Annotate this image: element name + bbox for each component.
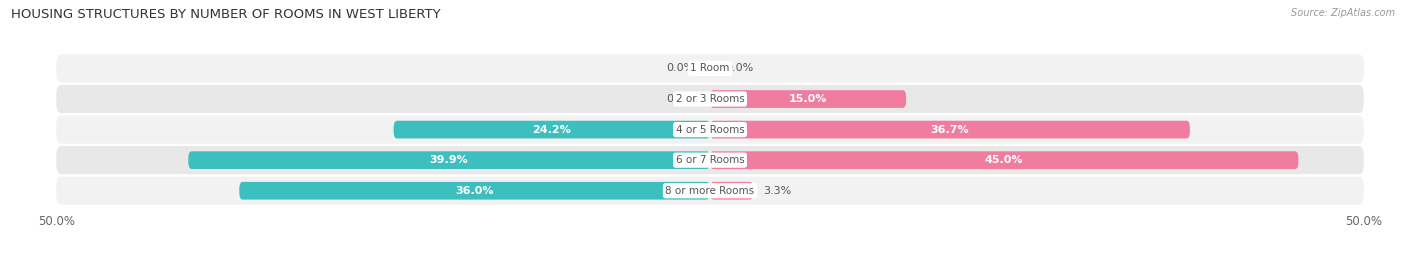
- Text: 1 Room: 1 Room: [690, 63, 730, 73]
- Text: 24.2%: 24.2%: [533, 124, 571, 135]
- Text: 36.7%: 36.7%: [931, 124, 969, 135]
- Text: 2 or 3 Rooms: 2 or 3 Rooms: [676, 94, 744, 104]
- FancyBboxPatch shape: [710, 121, 1189, 139]
- Text: HOUSING STRUCTURES BY NUMBER OF ROOMS IN WEST LIBERTY: HOUSING STRUCTURES BY NUMBER OF ROOMS IN…: [11, 8, 441, 21]
- Text: 45.0%: 45.0%: [986, 155, 1024, 165]
- Text: 4 or 5 Rooms: 4 or 5 Rooms: [676, 124, 744, 135]
- FancyBboxPatch shape: [56, 55, 1364, 83]
- Text: 39.9%: 39.9%: [430, 155, 468, 165]
- FancyBboxPatch shape: [56, 146, 1364, 174]
- FancyBboxPatch shape: [394, 121, 710, 139]
- FancyBboxPatch shape: [710, 151, 1298, 169]
- FancyBboxPatch shape: [56, 177, 1364, 205]
- Text: 6 or 7 Rooms: 6 or 7 Rooms: [676, 155, 744, 165]
- Text: 3.3%: 3.3%: [763, 186, 792, 196]
- Text: 0.0%: 0.0%: [666, 94, 695, 104]
- FancyBboxPatch shape: [710, 182, 754, 200]
- FancyBboxPatch shape: [56, 116, 1364, 144]
- FancyBboxPatch shape: [56, 85, 1364, 113]
- Text: 0.0%: 0.0%: [666, 63, 695, 73]
- Text: Source: ZipAtlas.com: Source: ZipAtlas.com: [1291, 8, 1395, 18]
- FancyBboxPatch shape: [710, 90, 905, 108]
- FancyBboxPatch shape: [188, 151, 710, 169]
- Text: 8 or more Rooms: 8 or more Rooms: [665, 186, 755, 196]
- Text: 0.0%: 0.0%: [725, 63, 754, 73]
- Text: 36.0%: 36.0%: [456, 186, 494, 196]
- Text: 15.0%: 15.0%: [789, 94, 827, 104]
- FancyBboxPatch shape: [239, 182, 710, 200]
